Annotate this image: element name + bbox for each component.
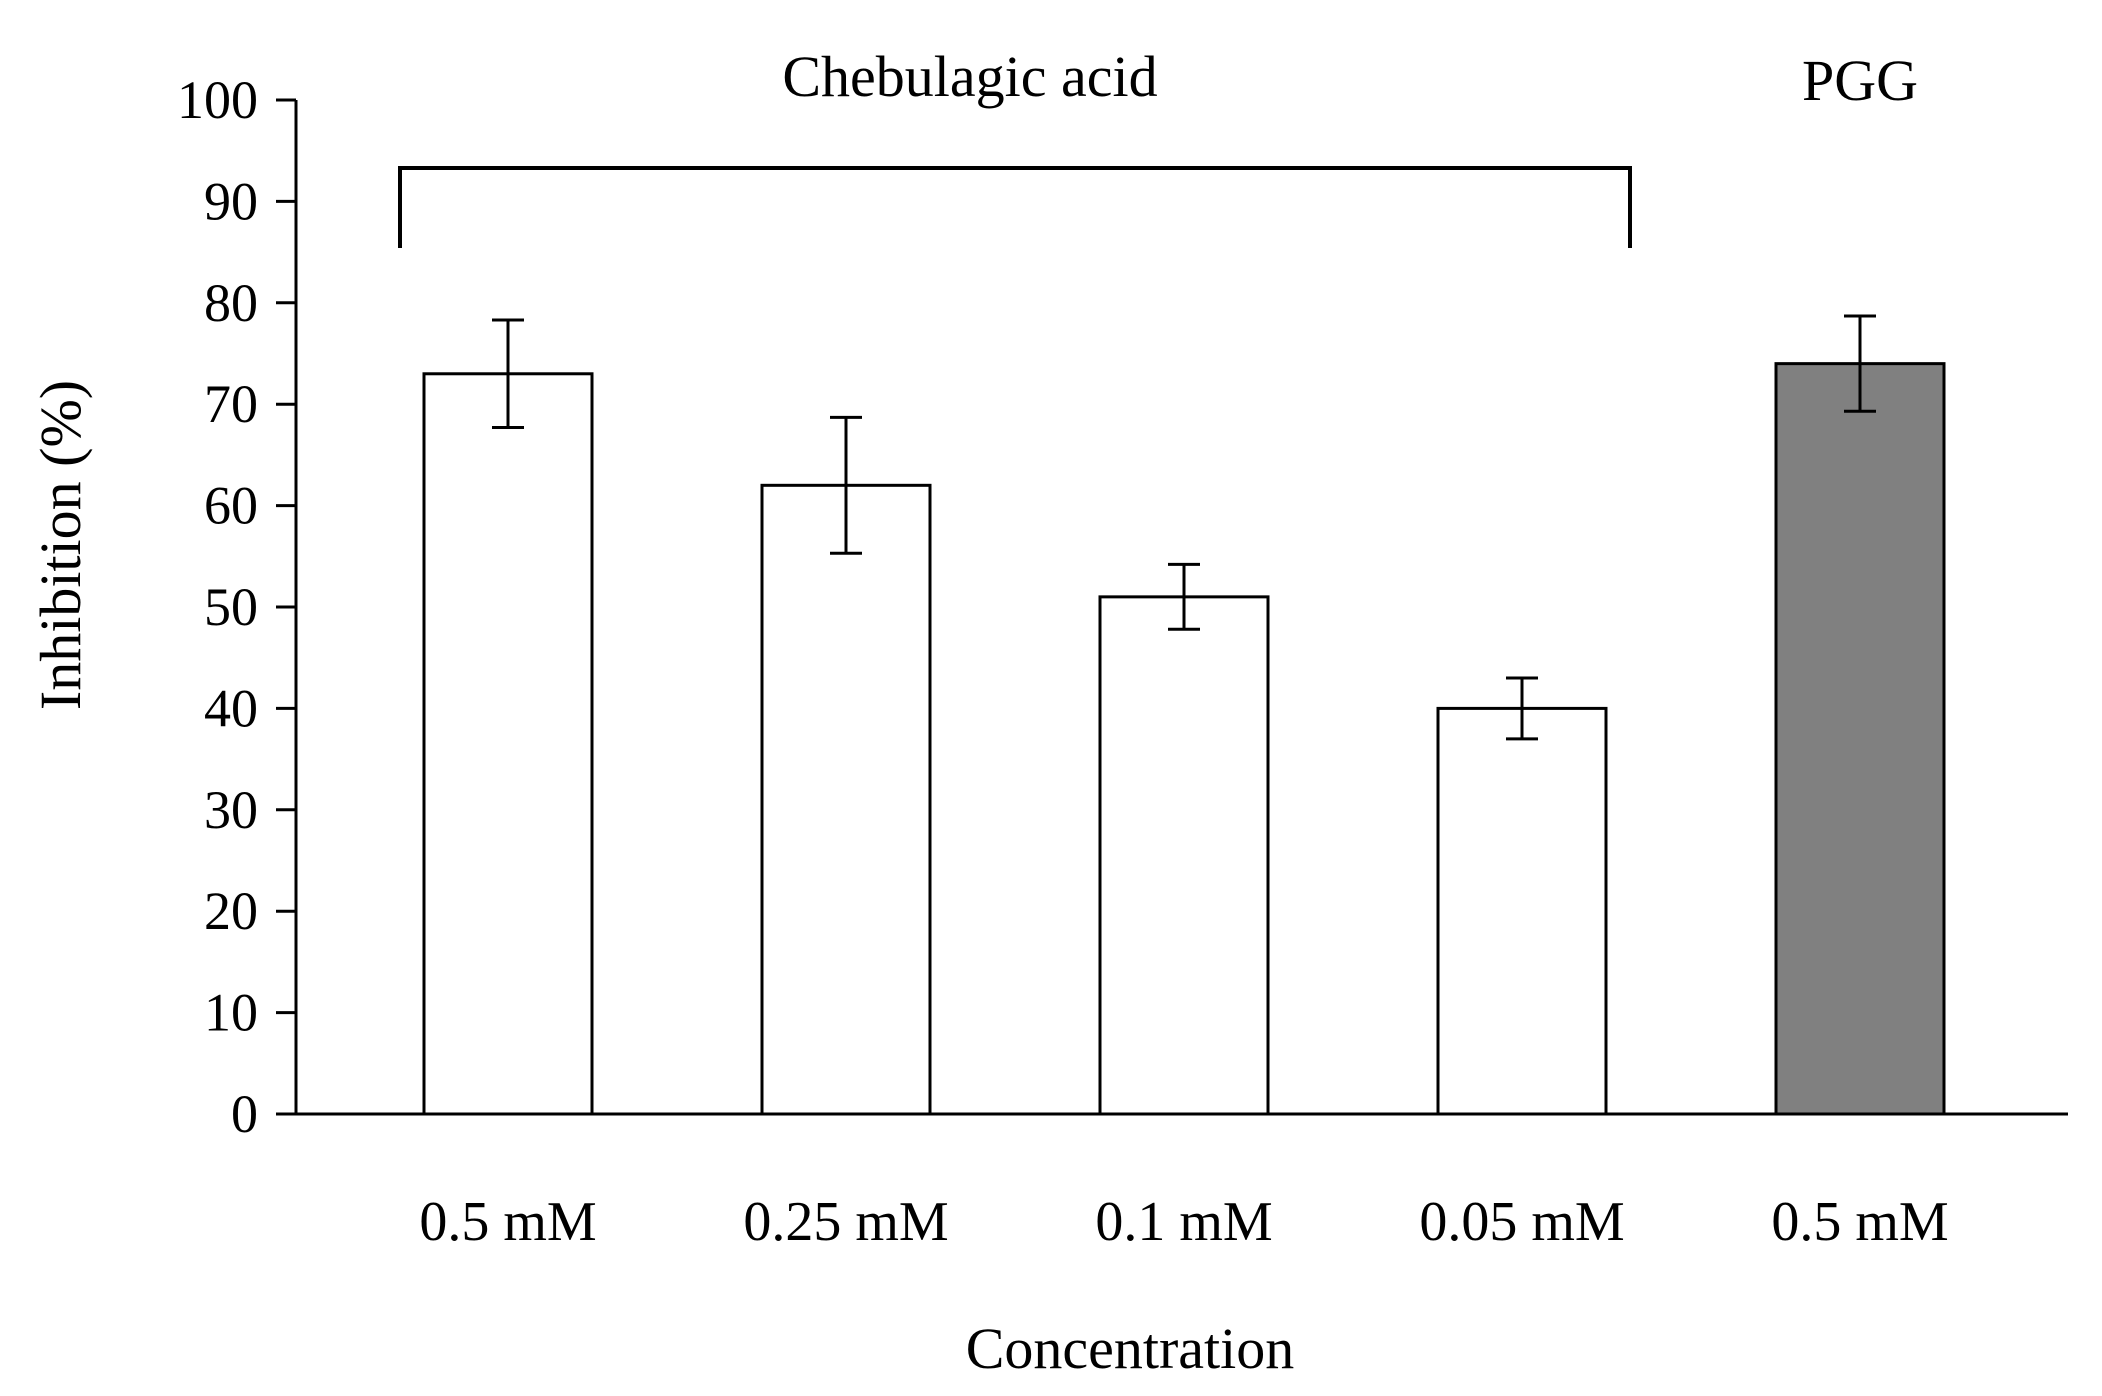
- x-tick-label: 0.25 mM: [743, 1191, 948, 1253]
- y-tick-label: 100: [177, 70, 258, 130]
- x-tick-label: 0.1 mM: [1095, 1191, 1272, 1253]
- y-axis-title: Inhibition (%): [28, 380, 93, 710]
- group-label: Chebulagic acid: [782, 44, 1157, 109]
- group-label: PGG: [1802, 48, 1918, 113]
- x-axis: 0.5 mM 0.25 mM 0.1 mM 0.05 mM 0.5 mM: [296, 1112, 2068, 1253]
- y-axis: 0 10 20 30 40 50 60 70 80 90 100: [177, 70, 298, 1144]
- y-tick-label: 10: [204, 983, 258, 1043]
- x-tick-label: 0.5 mM: [419, 1191, 596, 1253]
- y-tick-label: 80: [204, 273, 258, 333]
- bars: [422, 362, 1946, 1116]
- bar: [1774, 362, 1946, 1116]
- bar: [760, 483, 932, 1116]
- x-tick-label: 0.05 mM: [1419, 1191, 1624, 1253]
- group-brackets: Chebulagic acid PGG: [398, 44, 1918, 248]
- error-bars: [492, 314, 1876, 741]
- y-tick-label: 0: [231, 1084, 258, 1144]
- x-axis-title: Concentration: [966, 1316, 1295, 1381]
- group-bracket: [398, 166, 1632, 248]
- y-tick-label: 20: [204, 881, 258, 941]
- y-tick-label: 40: [204, 678, 258, 738]
- bar: [1098, 595, 1270, 1116]
- y-tick-label: 60: [204, 476, 258, 536]
- y-tick-label: 30: [204, 780, 258, 840]
- y-tick-label: 70: [204, 374, 258, 434]
- bar: [1436, 706, 1608, 1116]
- bar: [422, 372, 594, 1116]
- y-tick-label: 90: [204, 171, 258, 231]
- y-tick-label: 50: [204, 577, 258, 637]
- x-tick-label: 0.5 mM: [1771, 1191, 1948, 1253]
